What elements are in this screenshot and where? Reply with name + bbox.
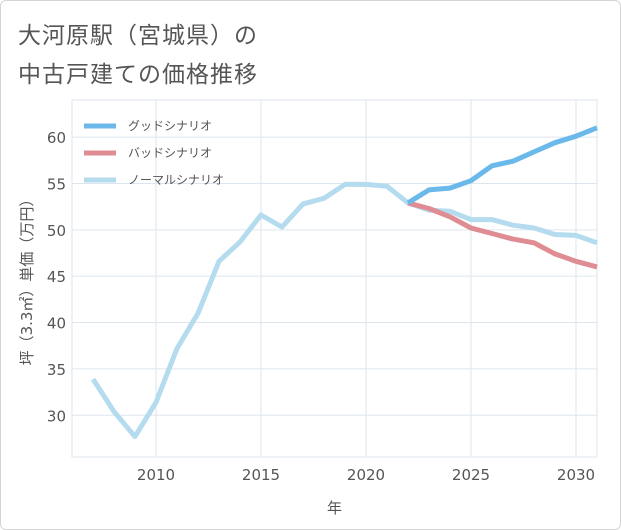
chart-title-line1: 大河原駅（宮城県）の	[18, 23, 258, 49]
y-tick-label: 40	[47, 315, 66, 333]
y-axis-label: 坪（3.3㎡）単価（万円）	[18, 192, 36, 366]
y-tick-label: 30	[47, 407, 66, 425]
y-tick-label: 35	[47, 361, 66, 379]
legend-label: バッドシナリオ	[128, 146, 212, 160]
x-tick-label: 2030	[557, 466, 595, 484]
x-tick-label: 2015	[242, 466, 280, 484]
x-axis-ticks: 2010 2015 2020 2025 2030	[137, 466, 595, 484]
x-tick-label: 2010	[137, 466, 175, 484]
y-tick-label: 60	[47, 129, 66, 147]
y-axis-ticks: 30 35 40 45 50 55 60	[47, 129, 66, 425]
series-line-1	[407, 200, 598, 270]
y-tick-label: 45	[47, 268, 66, 286]
x-axis-label: 年	[327, 499, 342, 517]
y-tick-label: 55	[47, 175, 66, 193]
x-tick-label: 2025	[452, 466, 490, 484]
legend-label: ノーマルシナリオ	[128, 173, 224, 187]
legend-label: グッドシナリオ	[128, 119, 212, 133]
series-line-0	[406, 125, 598, 206]
series-lines	[90, 125, 598, 440]
x-tick-label: 2020	[347, 466, 385, 484]
series-line-2	[90, 181, 598, 440]
chart-title-line2: 中古戸建ての価格推移	[18, 62, 258, 88]
y-tick-label: 50	[47, 222, 66, 240]
